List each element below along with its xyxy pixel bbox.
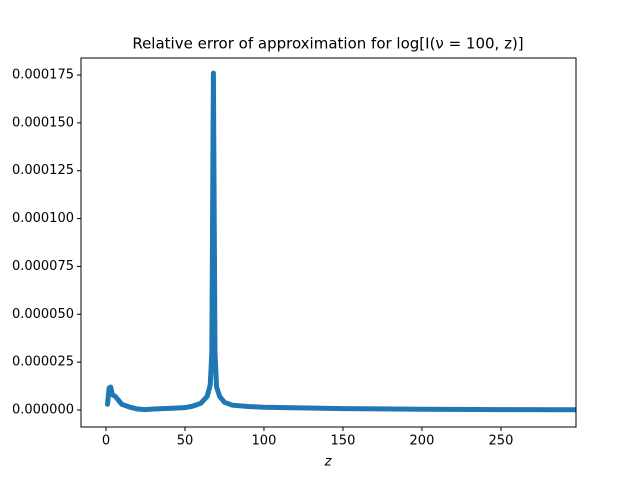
x-axis-label: z <box>324 455 333 470</box>
y-tick-label: 0.000050 <box>12 307 74 322</box>
x-tick-label: 250 <box>489 434 514 449</box>
data-line <box>105 70 576 413</box>
x-tick-label: 150 <box>331 434 356 449</box>
y-tick-label: 0.000025 <box>12 355 74 370</box>
y-tick-label: 0.000000 <box>12 402 74 417</box>
x-tick-label: 200 <box>410 434 435 449</box>
x-tick-label: 0 <box>102 434 110 449</box>
y-tick-label: 0.000175 <box>12 68 74 83</box>
y-tick-label: 0.000100 <box>12 211 74 226</box>
x-tick-label: 50 <box>177 434 194 449</box>
chart-title: Relative error of approximation for log[… <box>132 35 523 53</box>
y-tick-label: 0.000075 <box>12 259 74 274</box>
y-tick-label: 0.000150 <box>12 115 74 130</box>
x-tick-label: 100 <box>252 434 277 449</box>
y-tick-label: 0.000125 <box>12 163 74 178</box>
plot-frame <box>80 57 577 428</box>
